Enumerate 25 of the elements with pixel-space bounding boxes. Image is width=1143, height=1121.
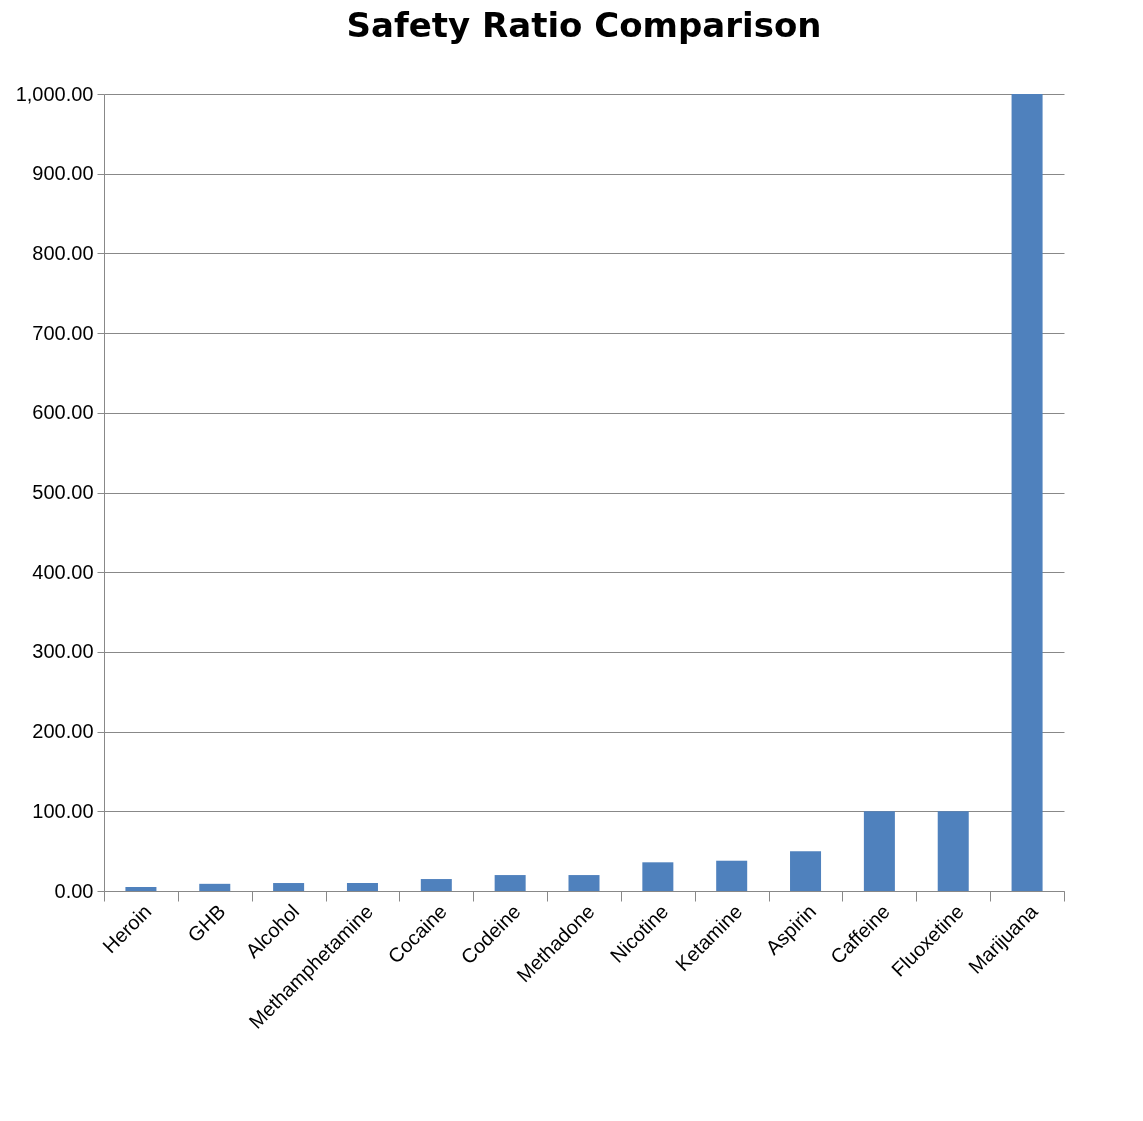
bar xyxy=(494,875,526,891)
y-tick-label: 800.00 xyxy=(32,241,94,264)
y-tick-label: 700.00 xyxy=(32,321,94,344)
bar xyxy=(346,883,378,891)
bar xyxy=(937,811,969,891)
y-tick-label: 400.00 xyxy=(32,560,94,583)
bar xyxy=(568,875,600,891)
y-tick-label: 900.00 xyxy=(32,162,94,185)
y-tick-label: 100.00 xyxy=(32,799,94,822)
chart-title: Safety Ratio Comparison xyxy=(346,5,822,45)
bar xyxy=(642,862,674,891)
y-tick-label: 0.00 xyxy=(54,879,94,902)
bar xyxy=(863,811,895,891)
bar xyxy=(199,883,231,891)
y-tick-label: 500.00 xyxy=(32,481,94,503)
bar xyxy=(790,851,822,891)
bar xyxy=(420,879,452,891)
bar xyxy=(125,887,157,891)
y-tick-label: 600.00 xyxy=(32,401,94,424)
y-tick-label: 1,000.00 xyxy=(15,82,94,105)
y-tick-label: 200.00 xyxy=(32,720,94,743)
bar xyxy=(1011,94,1043,891)
y-tick-label: 300.00 xyxy=(32,640,94,663)
bar xyxy=(716,860,748,891)
bar xyxy=(273,883,305,891)
